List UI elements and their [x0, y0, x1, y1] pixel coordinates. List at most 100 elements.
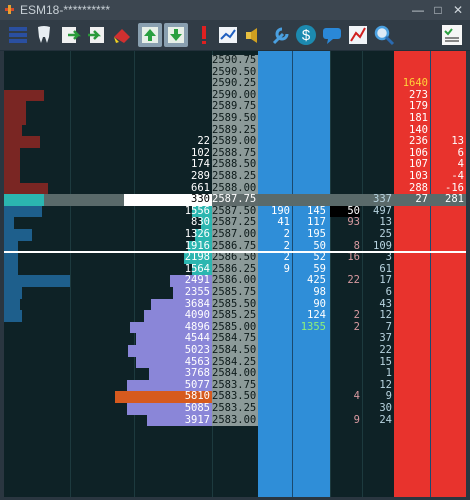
trade-count-2: 6 [385, 286, 392, 298]
ladder-row[interactable]: 2589.75 179 [4, 101, 466, 113]
bid-volume-bar [4, 287, 22, 299]
ladder-row[interactable]: 661 2588.00 288 -16 [4, 181, 466, 195]
trade-count-2: 1 [385, 367, 392, 380]
trade-count-2 [362, 171, 392, 183]
ladder-row[interactable]: 5085 2583.25 30 [4, 402, 466, 415]
trade-count-2 [362, 136, 392, 148]
ladder-row[interactable]: 22 2589.00 236 13 [4, 136, 466, 148]
ladder-row[interactable]: 3684 2585.50 90 43 [4, 297, 466, 311]
speech-icon[interactable] [320, 23, 344, 47]
grid-layout-icon[interactable] [6, 23, 30, 47]
ladder-row[interactable]: 3917 2583.00 9 24 [4, 413, 466, 427]
ask-volume-bar [4, 136, 40, 148]
ladder-row[interactable]: 289 2588.25 103 -4 [4, 170, 466, 183]
trade-count-1 [330, 345, 360, 357]
maximize-icon[interactable]: □ [434, 3, 442, 17]
ladder-row[interactable]: 2590.00 273 [4, 89, 466, 102]
ladder-row[interactable]: 2589.25 140 [4, 124, 466, 137]
ladder-row[interactable]: 4896 2585.00 1355 2 7 [4, 321, 466, 334]
ask-size-1: 288 [409, 181, 428, 194]
bid-size-1: 2 [283, 228, 290, 240]
bid-volume-bar [4, 229, 32, 241]
price-cell: 2589.50 [212, 112, 258, 125]
ask-size-2: 4 [457, 158, 464, 171]
sound-icon[interactable] [242, 23, 266, 47]
ask-size-2 [430, 391, 464, 403]
ladder-row[interactable]: 174 2588.50 107 4 [4, 159, 466, 171]
checklist-icon[interactable] [440, 23, 464, 47]
volume-value [134, 78, 210, 90]
ladder-row[interactable]: 4544 2584.75 37 [4, 333, 466, 345]
trade-count-1 [330, 101, 360, 113]
center-down-icon[interactable] [164, 23, 188, 47]
ladder-row[interactable]: 5810 2583.50 4 9 [4, 391, 466, 403]
ladder-row[interactable]: 830 2587.25 41 117 93 13 [4, 217, 466, 229]
ladder-row[interactable]: 1916 2586.75 2 50 8 109 [4, 239, 466, 253]
bid-size-2 [292, 148, 326, 160]
trade-count-1 [330, 55, 360, 67]
ladder-row[interactable]: 4090 2585.25 124 2 12 [4, 310, 466, 322]
ladder-row[interactable]: 102 2588.75 106 6 [4, 146, 466, 160]
ladder-row[interactable]: 2589.50 181 [4, 112, 466, 125]
ladder-row[interactable]: 2355 2585.75 98 6 [4, 286, 466, 299]
alert-icon[interactable] [192, 23, 216, 47]
bid-volume-bar [4, 240, 18, 253]
bid-size-1 [258, 415, 290, 427]
volume-value [134, 113, 210, 125]
ladder-row[interactable]: 2198 2586.50 2 52 16 3 [4, 252, 466, 264]
ladder-row[interactable]: 4563 2584.25 15 [4, 356, 466, 369]
ask-size-1 [394, 345, 428, 357]
volume-profile-bar [192, 205, 212, 218]
ladder-row[interactable]: 5023 2584.50 22 [4, 344, 466, 357]
bid-size-1 [258, 287, 290, 299]
trade-count-1 [330, 183, 360, 195]
trade-count-1: 8 [353, 239, 360, 252]
ask-size-2: -4 [451, 170, 464, 182]
ask-size-2: 281 [445, 193, 464, 206]
volume-value: 3684 [184, 297, 210, 310]
ladder-row[interactable]: 1564 2586.25 9 59 61 [4, 263, 466, 276]
trade-count-2: 12 [379, 309, 392, 322]
ladder-row[interactable]: 2491 2586.00 425 22 17 [4, 275, 466, 287]
bid-size-1 [258, 171, 290, 183]
ladder-row[interactable]: 2590.25 1640 [4, 78, 466, 90]
ladder-row[interactable]: 330 2587.75 337 27 281 [4, 194, 466, 206]
ladder-row[interactable]: 2590.75 [4, 54, 466, 67]
tooth-icon[interactable] [32, 23, 56, 47]
chart-icon[interactable] [216, 23, 240, 47]
search-icon[interactable] [372, 23, 396, 47]
trade-count-2 [362, 101, 392, 113]
export-icon[interactable] [58, 23, 82, 47]
title-bar[interactable]: ESM18-********** — □ ✕ [0, 0, 470, 20]
ladder-row[interactable]: 1326 2587.00 2 195 25 [4, 228, 466, 241]
ladder-row[interactable]: 1556 2587.50 190 145 50 497 [4, 205, 466, 218]
price-ladder[interactable]: 2590.75 2590.50 2590.25 1640 2590.00 273 2589.… [4, 51, 466, 497]
bid-size-2 [292, 55, 326, 67]
volume-profile-bar [201, 217, 212, 229]
ask-size-1 [394, 380, 428, 392]
volume-value: 174 [191, 158, 210, 171]
wrench-icon[interactable] [268, 23, 292, 47]
price-cell: 2583.50 [212, 390, 258, 403]
import-icon[interactable] [84, 23, 108, 47]
trend-icon[interactable] [346, 23, 370, 47]
price-cell: 2588.75 [212, 146, 258, 160]
erase-icon[interactable] [110, 23, 134, 47]
ask-size-2 [430, 113, 464, 125]
price-cell: 2586.00 [212, 274, 258, 287]
ladder-row[interactable]: 2590.50 [4, 66, 466, 79]
ask-size-2: 6 [457, 146, 464, 159]
ask-size-1 [394, 322, 428, 334]
close-icon[interactable]: ✕ [452, 3, 464, 17]
ask-size-2 [430, 217, 464, 229]
dollar-icon[interactable]: $ [294, 23, 318, 47]
price-cell: 2590.75 [212, 54, 258, 67]
minimize-icon[interactable]: — [412, 3, 424, 17]
center-up-icon[interactable] [138, 23, 162, 47]
price-cell: 2583.00 [212, 413, 258, 427]
ladder-row[interactable]: 3768 2584.00 1 [4, 368, 466, 380]
price-cell: 2590.25 [212, 77, 258, 90]
ask-volume-bar [4, 159, 20, 171]
ladder-row[interactable]: 5077 2583.75 12 [4, 379, 466, 392]
